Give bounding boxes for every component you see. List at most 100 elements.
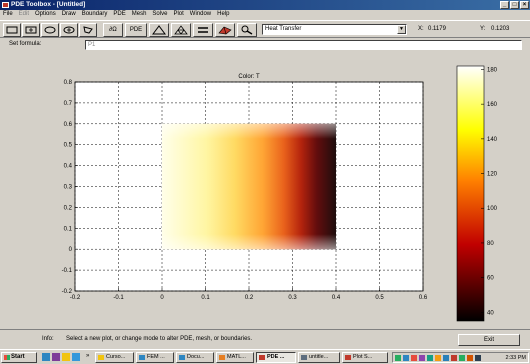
task-plot-s[interactable]: Plot S... [342, 352, 388, 363]
x-tick-label: -0.1 [113, 295, 124, 301]
menu-edit[interactable]: Edit [18, 11, 30, 17]
menu-mesh[interactable]: Mesh [131, 11, 147, 17]
colorbar-tick-label: 140 [487, 137, 498, 143]
menu-boundary[interactable]: Boundary [81, 11, 108, 17]
tray-volume-icon[interactable] [475, 355, 481, 361]
tray-app-icon[interactable] [451, 355, 457, 361]
x-tick-label: 0.1 [201, 295, 210, 301]
formula-label: Set formula: [9, 41, 42, 47]
axis-ticks: -0.2 -0.1 0 0.1 0.2 0.3 0.4 0.5 0.6 -0.2 -0.1 0 0.1 0… [62, 80, 428, 301]
system-tray: 2:33 PM [392, 352, 529, 363]
y-coord-value: 0.1203 [491, 26, 510, 32]
title-bar: PDE Toolbox - [Untitled] _ □ × [0, 0, 530, 10]
tray-app-icon[interactable] [427, 355, 433, 361]
tray-app-icon[interactable] [419, 355, 425, 361]
x-tick-label: 0.3 [288, 295, 297, 301]
task-docu[interactable]: Docu... [176, 352, 214, 363]
y-tick-label: 0.2 [64, 205, 73, 211]
colorbar-tick-label: 80 [487, 241, 494, 247]
triangle-mesh-icon [152, 25, 166, 35]
menu-plot[interactable]: Plot [173, 11, 184, 17]
rectangle-tool-button[interactable] [3, 23, 21, 37]
start-label: Start [11, 354, 25, 360]
y-tick-label: 0.1 [64, 226, 73, 232]
menu-help[interactable]: Help [217, 11, 230, 17]
plot-title: Color: T [238, 74, 260, 80]
menu-file[interactable]: File [3, 11, 13, 17]
task-untitled[interactable]: untitle... [298, 352, 340, 363]
menu-options[interactable]: Options [35, 11, 56, 17]
task-pde[interactable]: PDE ... [256, 352, 296, 363]
centered-rectangle-tool-button[interactable] [22, 23, 40, 37]
formula-input[interactable]: P1 [85, 40, 522, 50]
desktop-icon[interactable] [72, 353, 80, 361]
y-tick-label: 0.7 [64, 101, 73, 107]
outlook-icon[interactable] [52, 353, 60, 361]
figure-icon [301, 355, 307, 360]
quicklaunch-more[interactable]: » [86, 353, 90, 359]
plot-button[interactable] [215, 23, 235, 37]
start-button[interactable]: Start [1, 352, 37, 363]
tray-antivirus-icon[interactable] [411, 355, 417, 361]
info-text: Select a new plot, or change mode to alt… [66, 336, 253, 342]
close-button[interactable]: × [520, 1, 529, 9]
tray-network-icon[interactable] [395, 355, 401, 361]
mode-select-value: Heat Transfer [265, 26, 302, 32]
pde-app-icon [259, 355, 265, 360]
folder-icon[interactable] [62, 353, 70, 361]
boundary-mode-button[interactable]: ∂Ω [103, 23, 123, 37]
y-tick-label: -0.1 [62, 268, 73, 274]
colorbar-tick-label: 40 [487, 310, 494, 316]
y-tick-label: 0.4 [64, 164, 73, 170]
formula-row: Set formula: P1 [0, 39, 530, 51]
plot-3d-icon [218, 26, 232, 35]
maximize-button[interactable]: □ [510, 1, 519, 9]
x-tick-label: 0.2 [245, 295, 254, 301]
menu-solve[interactable]: Solve [152, 11, 168, 17]
chevron-down-icon[interactable]: ▼ [397, 25, 406, 34]
exit-button[interactable]: Exit [458, 334, 520, 346]
refine-mesh-button[interactable] [171, 23, 191, 37]
x-coord-value: 0.1179 [428, 26, 446, 32]
y-tick-label: 0.6 [64, 122, 73, 128]
word-doc-icon [179, 355, 185, 360]
init-mesh-button[interactable] [149, 23, 169, 37]
menu-window[interactable]: Window [189, 11, 212, 17]
figure-icon [345, 355, 351, 360]
tray-app-icon[interactable] [467, 355, 473, 361]
ellipse-tool-button[interactable] [41, 23, 59, 37]
y-tick-label: 0 [69, 247, 73, 253]
solve-button[interactable] [193, 23, 213, 37]
task-matlab[interactable]: MATL... [216, 352, 254, 363]
tray-app-icon[interactable] [435, 355, 441, 361]
colorbar-tick-label: 60 [487, 276, 494, 282]
task-fem[interactable]: FEM ... [136, 352, 174, 363]
tray-app-icon[interactable] [459, 355, 465, 361]
pde-spec-button[interactable]: PDE [125, 23, 147, 37]
menu-draw[interactable]: Draw [61, 11, 76, 17]
menu-bar: File Edit Options Draw Boundary PDE Mesh… [0, 10, 530, 19]
menu-pde[interactable]: PDE [113, 11, 126, 17]
polygon-tool-button[interactable] [79, 23, 97, 37]
colorbar-tick-label: 160 [487, 102, 498, 108]
centered-rectangle-icon [25, 26, 37, 34]
info-label: Info: [42, 336, 54, 342]
plot-area[interactable]: -0.2 -0.1 0 0.1 0.2 0.3 0.4 0.5 0.6 -0.2 -0.1 0 0.1 0… [0, 52, 530, 329]
zoom-button[interactable] [237, 23, 257, 37]
tray-monitor-icon[interactable] [403, 355, 409, 361]
ie-icon[interactable] [42, 353, 50, 361]
tray-app-icon[interactable] [443, 355, 449, 361]
solution-plot: -0.2 -0.1 0 0.1 0.2 0.3 0.4 0.5 0.6 -0.2 -0.1 0 0.1 0… [62, 65, 498, 322]
rectangle-icon [6, 26, 18, 34]
task-curso[interactable]: Curso... [95, 352, 134, 363]
word-doc-icon [139, 355, 145, 360]
application-mode-select[interactable]: Heat Transfer ▼ [262, 24, 407, 35]
ellipse-icon [44, 26, 56, 34]
magnifier-icon [241, 25, 253, 35]
x-coord-label: X: [418, 26, 424, 32]
pde-app-icon [2, 2, 9, 8]
centered-ellipse-tool-button[interactable] [60, 23, 78, 37]
minimize-button[interactable]: _ [500, 1, 509, 9]
y-tick-label: 0.5 [64, 143, 73, 149]
window-title: PDE Toolbox - [Untitled] [11, 1, 86, 8]
